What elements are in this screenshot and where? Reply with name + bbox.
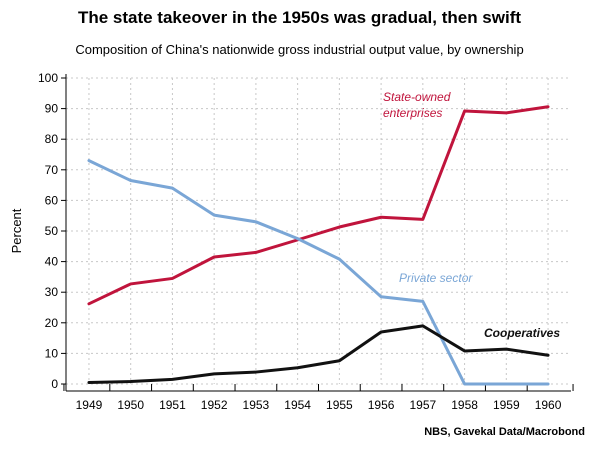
- x-tick-label: 1951: [159, 398, 186, 412]
- y-tick-label: 90: [45, 102, 59, 116]
- series-line-cooperatives: [87, 324, 550, 384]
- x-tick-label: 1952: [201, 398, 228, 412]
- x-tick-label: 1960: [535, 398, 562, 412]
- x-tick-label: 1953: [243, 398, 270, 412]
- x-tick-label: 1949: [76, 398, 103, 412]
- x-tick-label: 1954: [284, 398, 311, 412]
- x-tick-label: 1959: [493, 398, 520, 412]
- chart-subtitle: Composition of China's nationwide gross …: [75, 42, 524, 57]
- source-note: NBS, Gavekal Data/Macrobond: [424, 426, 585, 438]
- chart-title: The state takeover in the 1950s was grad…: [77, 8, 522, 27]
- y-tick-label: 40: [45, 255, 59, 269]
- y-tick-label: 80: [45, 132, 59, 146]
- x-tick-label: 1957: [409, 398, 436, 412]
- series-line-private-sector: [87, 159, 550, 386]
- y-axis-label: Percent: [9, 208, 24, 253]
- y-tick-label: 0: [51, 377, 58, 391]
- y-tick-label: 30: [45, 285, 59, 299]
- y-tick-label: 10: [45, 346, 59, 360]
- y-tick-label: 100: [38, 71, 58, 85]
- series-label-private-sector: Private sector: [399, 271, 473, 285]
- series-layer: [87, 105, 550, 386]
- y-tick-label: 50: [45, 224, 59, 238]
- grid-layer: [66, 77, 571, 385]
- series-label-cooperatives: Cooperatives: [484, 326, 560, 340]
- x-tick-label: 1956: [368, 398, 395, 412]
- axis-layer: 0 10 20 30 40 50 60 70 80 90 100 1949 1950 1951 1952 19…: [9, 71, 574, 412]
- series-line-state-owned-enterprises: [87, 105, 550, 306]
- y-tick-label: 20: [45, 316, 59, 330]
- y-tick-label: 70: [45, 163, 59, 177]
- y-tick-label: 60: [45, 193, 59, 207]
- x-tick-label: 1955: [326, 398, 353, 412]
- series-label-state-owned-enterprises: State-owned enterprises: [383, 90, 451, 120]
- x-tick-label: 1958: [451, 398, 478, 412]
- label-layer: State-owned enterprises Private sector Coop…: [383, 90, 560, 340]
- x-tick-label: 1950: [117, 398, 144, 412]
